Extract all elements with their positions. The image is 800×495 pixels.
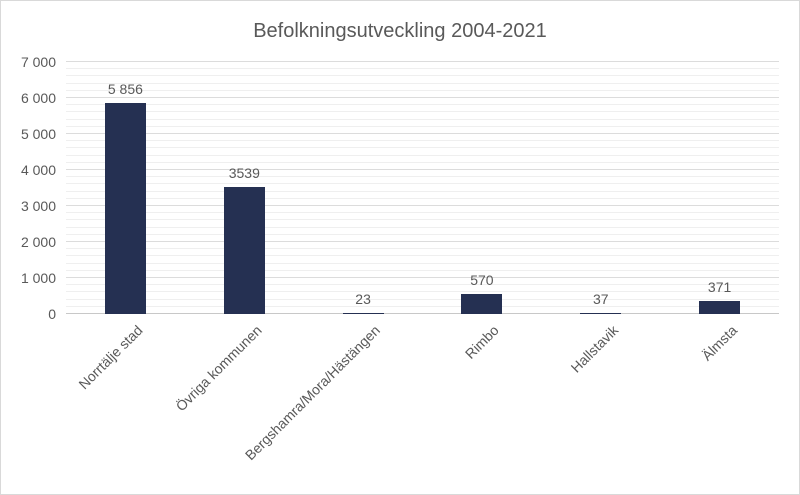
minor-gridline	[66, 89, 779, 91]
minor-gridline	[66, 305, 779, 307]
x-axis-category-label: Rimbo	[462, 322, 503, 362]
minor-gridline	[66, 111, 779, 113]
y-axis-tick-label: 3 000	[20, 198, 56, 214]
bar-value-label: 371	[707, 278, 732, 295]
chart-title: Befolkningsutveckling 2004-2021	[253, 20, 547, 42]
minor-gridline	[66, 262, 779, 264]
y-axis-tick-label: 5 000	[20, 126, 56, 142]
bar	[699, 300, 741, 314]
minor-gridline	[66, 82, 779, 84]
major-gridline	[66, 277, 779, 278]
major-gridline	[66, 169, 779, 170]
minor-gridline	[66, 269, 779, 271]
minor-gridline	[66, 154, 779, 156]
x-axis-category-label: Hallstavik	[567, 322, 622, 376]
minor-gridline	[66, 190, 779, 192]
minor-gridline	[66, 140, 779, 142]
minor-gridline	[66, 75, 779, 77]
minor-gridline	[66, 226, 779, 228]
bar-value-label: 570	[470, 271, 494, 288]
plot-area: 5 856 3539 23 570 37 371	[66, 61, 779, 314]
minor-gridline	[66, 298, 779, 300]
major-gridline	[66, 205, 779, 206]
minor-gridline	[66, 248, 779, 250]
minor-gridline	[66, 176, 779, 178]
major-gridline	[66, 133, 779, 134]
bar	[461, 293, 503, 314]
y-axis-tick-label: 0	[48, 306, 56, 322]
minor-gridline	[66, 255, 779, 257]
y-axis-tick-label: 6 000	[20, 90, 56, 106]
minor-gridline	[66, 118, 779, 120]
major-gridline	[66, 61, 779, 62]
bar	[104, 103, 146, 314]
major-gridline	[66, 97, 779, 98]
major-gridline	[66, 241, 779, 242]
y-axis-tick-label: 7 000	[20, 54, 56, 70]
minor-gridline	[66, 125, 779, 127]
y-axis-tick-label: 4 000	[20, 162, 56, 178]
minor-gridline	[66, 212, 779, 214]
minor-gridline	[66, 183, 779, 185]
x-axis-category-label: Övriga kommunen	[172, 322, 265, 415]
x-axis-category-label: Bergshamra/Mora/Hästängen	[242, 322, 384, 464]
x-axis-line	[66, 313, 779, 314]
minor-gridline	[66, 68, 779, 70]
x-axis-category-label: Älmsta	[698, 322, 740, 364]
y-axis-tick-label: 1 000	[20, 270, 56, 286]
bar-value-label: 5 856	[107, 81, 143, 98]
bar	[223, 186, 265, 314]
minor-gridline	[66, 219, 779, 221]
minor-gridline	[66, 197, 779, 199]
minor-gridline	[66, 291, 779, 293]
minor-gridline	[66, 284, 779, 286]
bar-value-label: 3539	[228, 164, 260, 181]
bar	[342, 312, 384, 314]
minor-gridline	[66, 161, 779, 163]
minor-gridline	[66, 233, 779, 235]
minor-gridline	[66, 104, 779, 106]
minor-gridline	[66, 147, 779, 149]
bar	[580, 312, 622, 314]
bar-value-label: 23	[355, 290, 371, 307]
bar-value-label: 37	[593, 290, 609, 307]
y-axis-tick-label: 2 000	[20, 234, 56, 250]
x-axis-category-label: Norrtälje stad	[75, 322, 146, 393]
